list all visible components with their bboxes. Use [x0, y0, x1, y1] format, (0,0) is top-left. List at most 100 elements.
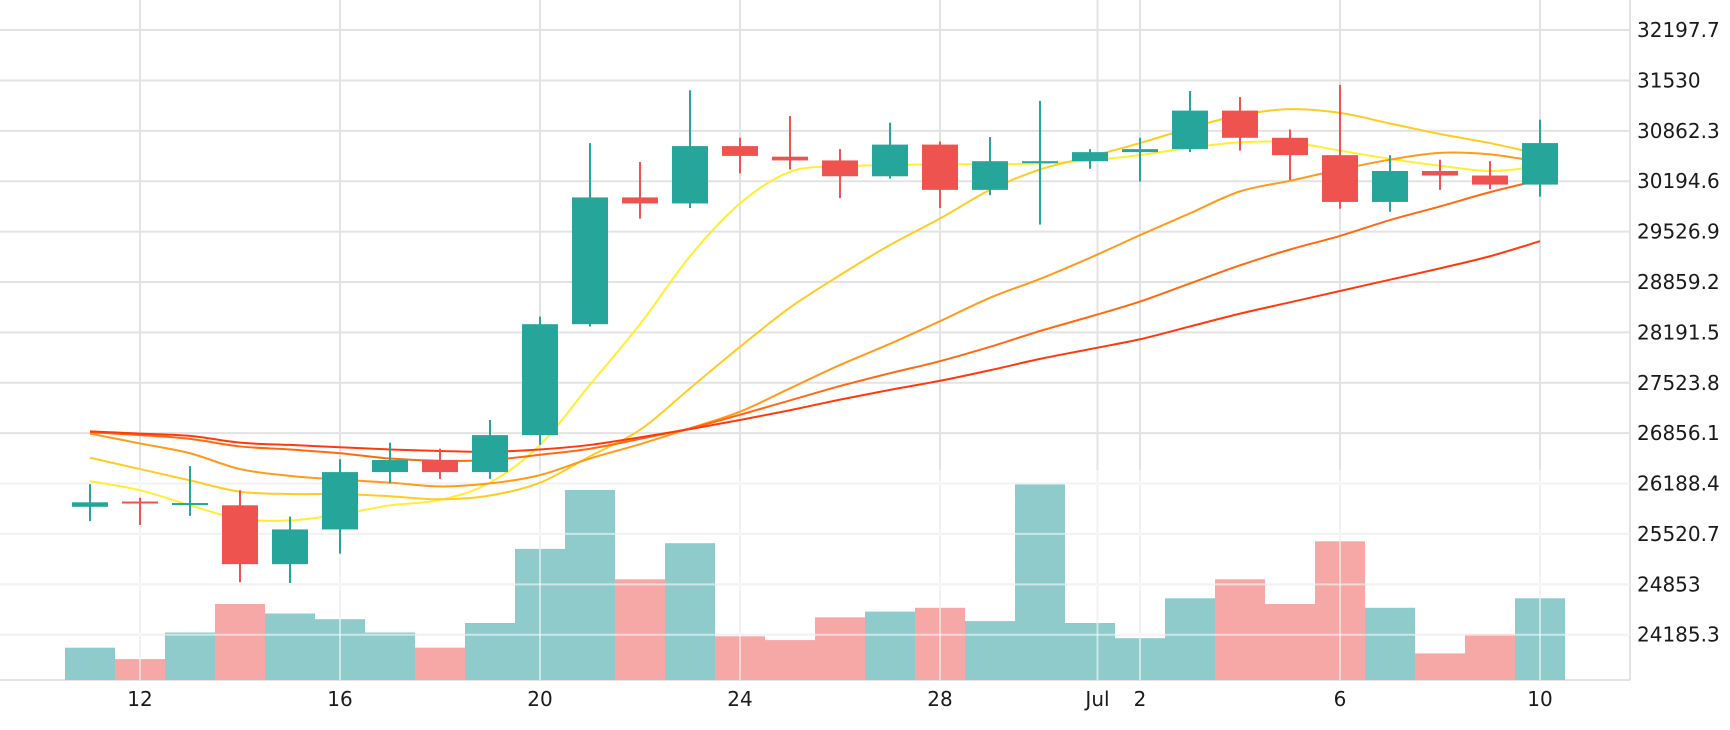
candle-body: [722, 146, 758, 156]
y-tick-label: 26856.1: [1637, 421, 1720, 445]
candle-body: [172, 503, 208, 506]
volume-bar: [265, 613, 315, 680]
volume-bar: [1015, 484, 1065, 680]
candle-body: [372, 460, 408, 473]
y-tick-label: 24185.3: [1637, 623, 1720, 647]
x-tick-label: 10: [1527, 687, 1552, 711]
volume-bar: [815, 617, 865, 680]
candle-body: [572, 197, 608, 325]
x-tick-label: 16: [327, 687, 352, 711]
y-tick-label: 25520.7: [1637, 522, 1720, 546]
candle-body: [1372, 171, 1408, 202]
volume-bar: [165, 632, 215, 680]
candle: [1172, 91, 1208, 153]
candle-body: [1322, 155, 1358, 202]
candle: [472, 420, 508, 479]
y-tick-label: 30862.3: [1637, 119, 1720, 143]
candle-body: [72, 502, 108, 507]
candle: [872, 122, 908, 179]
x-tick-label: 6: [1334, 687, 1347, 711]
candle-body: [272, 529, 308, 565]
candle: [1072, 149, 1108, 169]
candle-body: [322, 472, 358, 530]
candles-layer: [72, 84, 1558, 584]
y-tick-label: 27523.8: [1637, 371, 1720, 395]
candle-body: [1522, 143, 1558, 185]
y-tick-label: 30194.6: [1637, 169, 1720, 193]
volume-bar: [215, 604, 265, 680]
candle: [222, 490, 258, 583]
candle: [1272, 129, 1308, 181]
candle-body: [1022, 161, 1058, 164]
candle: [1472, 161, 1508, 190]
candle-body: [1072, 152, 1108, 162]
x-axis: 12 16 20 24 28 Jul 2 6 10: [127, 687, 1552, 711]
y-tick-label: 31530: [1637, 68, 1701, 92]
moving-average-line: [89, 179, 1541, 462]
volume-bar: [1265, 604, 1315, 680]
y-tick-label: 32197.7: [1637, 18, 1720, 42]
candle-body: [1422, 171, 1458, 176]
y-axis: 32197.7 31530 30862.3 30194.6 29526.9 28859.2…: [1637, 18, 1720, 647]
candle: [772, 115, 808, 170]
candle-body: [822, 160, 858, 177]
candle: [1122, 137, 1158, 182]
candle-body: [772, 156, 808, 161]
candle: [1422, 159, 1458, 190]
y-tick-label: 26188.4: [1637, 472, 1720, 496]
candle: [672, 90, 708, 208]
candle: [372, 442, 408, 484]
x-tick-label: 20: [527, 687, 552, 711]
volume-bar: [1165, 598, 1215, 680]
candle: [1222, 97, 1258, 151]
candle: [1372, 155, 1408, 212]
volume-bar: [615, 579, 665, 680]
x-tick-label: Jul: [1083, 687, 1109, 711]
moving-average-line: [89, 240, 1541, 453]
y-tick-label: 24853: [1637, 572, 1701, 596]
candle: [1322, 84, 1358, 209]
x-tick-label: 2: [1134, 687, 1147, 711]
candle-body: [872, 144, 908, 177]
candle-body: [122, 501, 158, 504]
volume-bar: [415, 647, 465, 680]
candle-body: [422, 460, 458, 473]
volume-bar: [1065, 623, 1115, 680]
y-tick-label: 28859.2: [1637, 270, 1720, 294]
volume-bar: [1365, 607, 1415, 680]
candle: [822, 149, 858, 199]
candle: [572, 143, 608, 327]
candle: [522, 316, 558, 445]
x-tick-label: 28: [927, 687, 952, 711]
volume-bar: [1415, 653, 1465, 680]
candle-body: [672, 146, 708, 204]
candle-body: [1472, 175, 1508, 185]
candle-body: [1122, 149, 1158, 153]
candle-body: [622, 197, 658, 204]
candle: [722, 137, 758, 174]
candle: [72, 484, 108, 522]
volume-layer: [0, 470, 1630, 680]
candle-body: [922, 144, 958, 190]
grid-layer: [0, 0, 1631, 681]
candle-body: [522, 324, 558, 436]
volume-bar: [1215, 579, 1265, 680]
candle: [922, 141, 958, 208]
candle-body: [1222, 110, 1258, 138]
y-tick-label: 29526.9: [1637, 220, 1720, 244]
candle: [972, 137, 1008, 196]
y-tick-label: 28191.5: [1637, 320, 1720, 344]
volume-bar: [865, 611, 915, 680]
volume-bar: [365, 632, 415, 680]
candle: [272, 516, 308, 584]
candle-body: [972, 161, 1008, 190]
volume-bar: [1465, 634, 1515, 680]
candle: [322, 459, 358, 554]
candle: [122, 497, 158, 525]
candle: [172, 466, 208, 516]
x-tick-label: 12: [127, 687, 152, 711]
x-tick-label: 24: [727, 687, 752, 711]
candle: [1522, 119, 1558, 197]
volume-bar: [665, 543, 715, 680]
